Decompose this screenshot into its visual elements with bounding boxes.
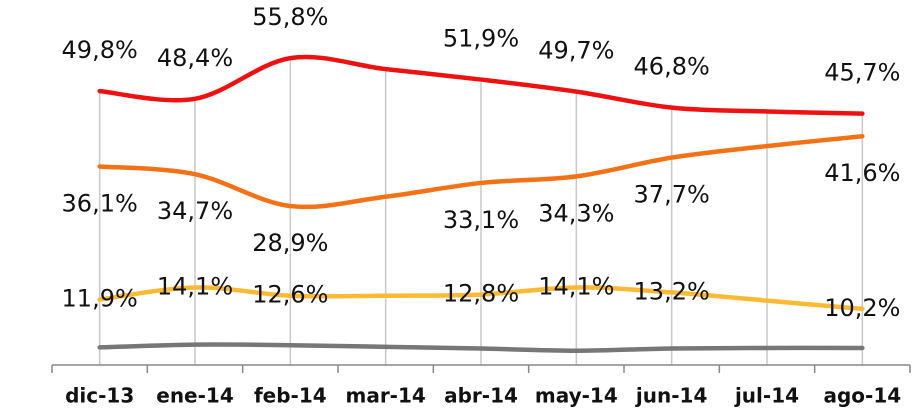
data-label: 10,2% [824, 294, 900, 322]
data-label: 41,6% [824, 159, 900, 187]
x-tick-label: may-14 [535, 384, 618, 408]
data-label: 36,1% [62, 189, 138, 217]
x-tick-label: jun-14 [635, 384, 707, 408]
series-line [97, 133, 865, 210]
x-tick-label: dic-13 [65, 384, 134, 408]
data-label: 45,7% [824, 59, 900, 87]
series-line [97, 342, 865, 353]
data-label: 49,7% [538, 37, 614, 65]
data-label: 28,9% [252, 229, 328, 257]
data-label: 34,7% [157, 197, 233, 225]
data-label: 14,1% [157, 272, 233, 300]
data-label: 46,8% [634, 53, 710, 81]
data-label: 12,8% [443, 280, 519, 308]
x-tick-label: ago-14 [823, 384, 901, 408]
data-label: 37,7% [634, 181, 710, 209]
data-label: 14,1% [538, 272, 614, 300]
data-label: 55,8% [252, 3, 328, 31]
data-label: 12,6% [252, 281, 328, 309]
series-line [97, 54, 865, 116]
x-tick-label: jul-14 [734, 384, 799, 408]
data-label: 13,2% [634, 277, 710, 305]
series-line [97, 285, 865, 312]
data-label: 49,8% [62, 36, 138, 64]
data-label: 34,3% [538, 199, 614, 227]
data-label: 11,9% [62, 285, 138, 313]
data-label: 33,1% [443, 206, 519, 234]
data-label: 48,4% [157, 44, 233, 72]
x-tick-label: mar-14 [345, 384, 425, 408]
x-tick-label: abr-14 [444, 384, 518, 408]
data-label: 51,9% [443, 25, 519, 53]
x-tick-label: ene-14 [156, 384, 234, 408]
x-tick-label: feb-14 [254, 384, 327, 408]
